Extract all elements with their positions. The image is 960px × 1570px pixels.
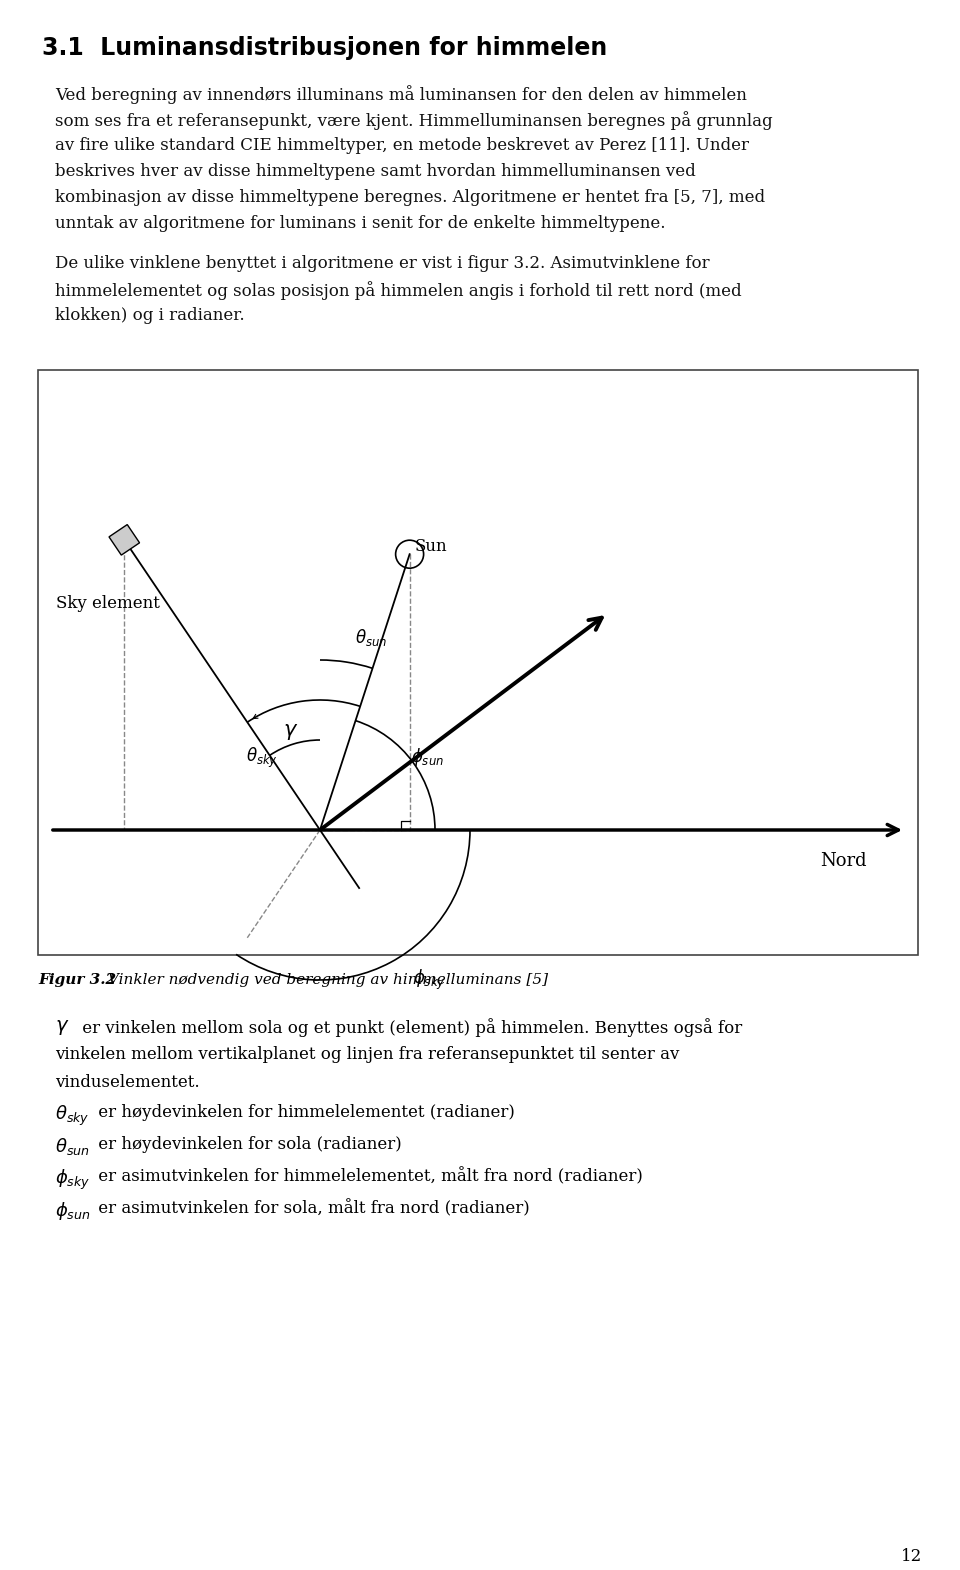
Text: er asimutvinkelen for sola, målt fra nord (radianer): er asimutvinkelen for sola, målt fra nor… — [93, 1199, 530, 1217]
Text: De ulike vinklene benyttet i algoritmene er vist i figur 3.2. Asimutvinklene for: De ulike vinklene benyttet i algoritmene… — [55, 254, 709, 272]
Text: vinduselementet.: vinduselementet. — [55, 1074, 200, 1091]
Text: himmelelementet og solas posisjon på himmelen angis i forhold til rett nord (med: himmelelementet og solas posisjon på him… — [55, 281, 742, 300]
Text: $\gamma$: $\gamma$ — [283, 722, 299, 743]
Text: Sky element: Sky element — [56, 595, 160, 612]
Text: unntak av algoritmene for luminans i senit for de enkelte himmeltypene.: unntak av algoritmene for luminans i sen… — [55, 215, 665, 232]
Text: $\phi_{sun}$: $\phi_{sun}$ — [55, 1199, 90, 1221]
Text: som ses fra et referansepunkt, være kjent. Himmelluminansen beregnes på grunnlag: som ses fra et referansepunkt, være kjen… — [55, 111, 773, 130]
Text: $\phi_{sky}$: $\phi_{sky}$ — [55, 1168, 90, 1192]
Text: kombinasjon av disse himmeltypene beregnes. Algoritmene er hentet fra [5, 7], me: kombinasjon av disse himmeltypene beregn… — [55, 188, 765, 206]
Text: beskrives hver av disse himmeltypene samt hvordan himmelluminansen ved: beskrives hver av disse himmeltypene sam… — [55, 163, 696, 181]
Text: er høydevinkelen for himmelelementet (radianer): er høydevinkelen for himmelelementet (ra… — [93, 1104, 515, 1121]
Text: er vinkelen mellom sola og et punkt (element) på himmelen. Benyttes også for: er vinkelen mellom sola og et punkt (ele… — [77, 1017, 742, 1036]
Text: 12: 12 — [900, 1548, 922, 1565]
Text: Ved beregning av innendørs illuminans må luminansen for den delen av himmelen: Ved beregning av innendørs illuminans må… — [55, 85, 747, 104]
Text: 3.1  Luminansdistribusjonen for himmelen: 3.1 Luminansdistribusjonen for himmelen — [42, 36, 608, 60]
Text: klokken) og i radianer.: klokken) og i radianer. — [55, 308, 245, 323]
Text: Nord: Nord — [820, 853, 867, 870]
Text: er høydevinkelen for sola (radianer): er høydevinkelen for sola (radianer) — [93, 1137, 401, 1152]
Text: av fire ulike standard CIE himmeltyper, en metode beskrevet av Perez [11]. Under: av fire ulike standard CIE himmeltyper, … — [55, 137, 749, 154]
Text: Figur 3.2: Figur 3.2 — [38, 973, 116, 988]
Text: $\theta_{sky}$: $\theta_{sky}$ — [246, 746, 278, 771]
Text: Vinkler nødvendig ved beregning av himmelluminans [5]: Vinkler nødvendig ved beregning av himme… — [103, 973, 548, 988]
Text: $\phi_{sky}$: $\phi_{sky}$ — [414, 969, 446, 992]
Text: vinkelen mellom vertikalplanet og linjen fra referansepunktet til senter av: vinkelen mellom vertikalplanet og linjen… — [55, 1046, 680, 1063]
Text: $\theta_{sun}$: $\theta_{sun}$ — [355, 626, 387, 648]
Text: Sun: Sun — [415, 539, 447, 556]
Text: $\theta_{sun}$: $\theta_{sun}$ — [55, 1137, 89, 1157]
Text: $\theta_{sky}$: $\theta_{sky}$ — [55, 1104, 89, 1129]
Text: er asimutvinkelen for himmelelementet, målt fra nord (radianer): er asimutvinkelen for himmelelementet, m… — [93, 1168, 643, 1185]
Text: $\gamma$: $\gamma$ — [55, 1017, 69, 1038]
Polygon shape — [109, 524, 139, 556]
Text: $\phi_{sun}$: $\phi_{sun}$ — [411, 746, 444, 768]
